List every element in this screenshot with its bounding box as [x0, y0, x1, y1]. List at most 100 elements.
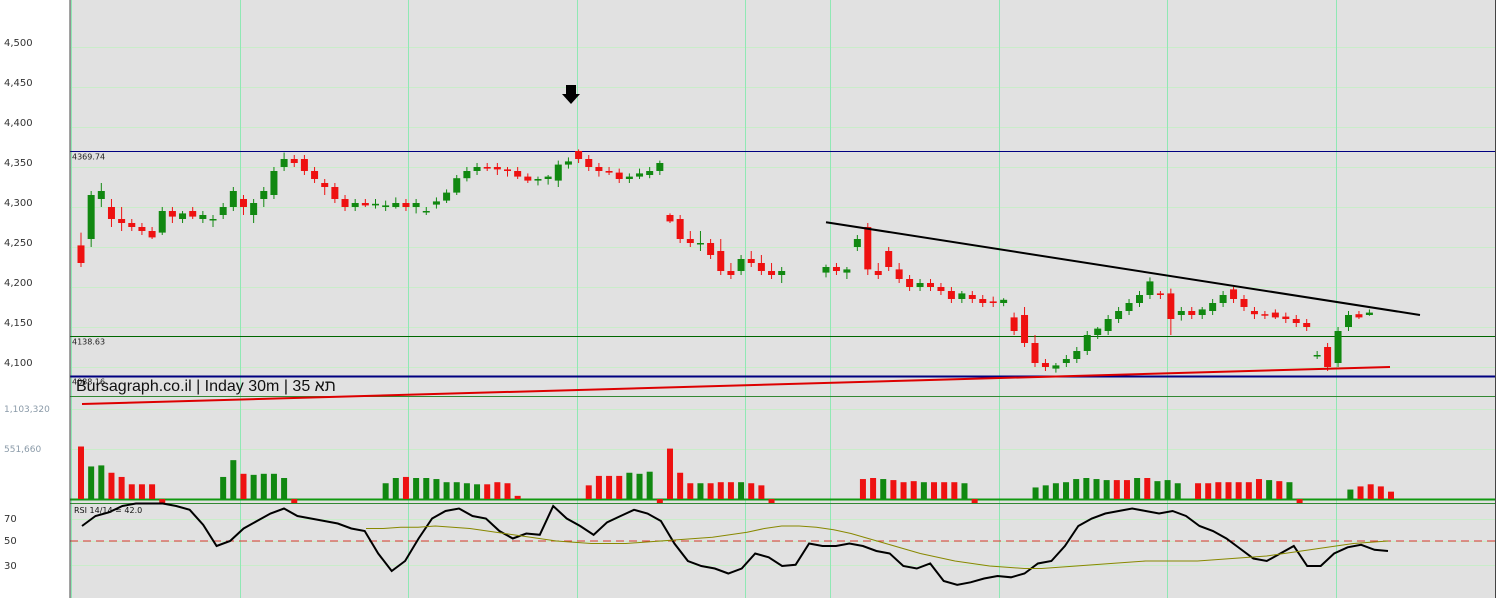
candle-body: [189, 211, 197, 217]
candle-body: [1073, 351, 1081, 359]
candle-body: [351, 203, 359, 207]
volume-bar: [98, 465, 105, 499]
candle-body: [1198, 309, 1206, 315]
candle-body: [1303, 323, 1311, 327]
candle-body: [239, 199, 247, 207]
volume-bar: [910, 481, 917, 499]
volume-bar: [1276, 481, 1283, 499]
volume-bar: [149, 484, 156, 499]
volume-bar: [433, 479, 440, 499]
volume-bar: [281, 478, 288, 499]
candle-body: [179, 213, 187, 219]
volume-bar: [270, 473, 277, 499]
volume-bar: [1195, 483, 1202, 499]
candle-body: [534, 179, 542, 181]
support-trendline: [81, 366, 1391, 405]
candle-body: [1146, 281, 1154, 295]
candle-body: [209, 219, 217, 221]
candle-body: [768, 271, 776, 275]
candle-body: [585, 159, 593, 167]
volume-bar: [250, 474, 257, 499]
candle-body: [1188, 311, 1196, 315]
candle-body: [747, 259, 755, 263]
volume-bar: [1032, 487, 1039, 499]
volume-bar: [646, 471, 653, 499]
volume-bar: [484, 484, 491, 499]
candle-body: [874, 271, 882, 275]
candle-body: [87, 195, 95, 239]
candle-body: [727, 271, 735, 275]
volume-bar: [900, 482, 907, 499]
candle-body: [575, 151, 583, 159]
candle-body: [260, 191, 268, 199]
volume-bar: [890, 480, 897, 499]
chart-title: Bursagraph.co.il | Inday 30m | 35 תא: [76, 378, 336, 395]
candles: [77, 149, 1373, 373]
candle-body: [402, 203, 410, 207]
candle-body: [1324, 347, 1332, 367]
candle-body: [412, 203, 420, 207]
candle-body: [311, 171, 319, 179]
price-tick-label: 4,400: [4, 118, 33, 129]
price-tick-label: 4,450: [4, 78, 33, 89]
candle-body: [148, 231, 156, 238]
volume-bar: [423, 478, 430, 499]
candle-body: [927, 283, 934, 287]
down-arrow-icon: [562, 85, 580, 104]
volume-bar: [931, 482, 938, 499]
volume-bar: [971, 499, 978, 504]
price-tick-label: 4,250: [4, 238, 33, 249]
candle-body: [422, 211, 430, 213]
volume-bar: [1215, 482, 1222, 499]
volume-bar: [240, 473, 247, 499]
volume-bar: [291, 499, 298, 504]
level-label: 4138.63: [72, 338, 105, 347]
candle-body: [717, 251, 725, 271]
candle-body: [229, 191, 237, 207]
volume-bar: [1357, 486, 1364, 499]
volume-tick-label: 1,103,320: [4, 405, 50, 415]
candle-body: [757, 263, 765, 271]
candle-body: [107, 207, 115, 219]
volume-bar: [677, 472, 684, 499]
candle-body: [1041, 363, 1049, 367]
volume-bar: [220, 476, 227, 499]
candle-body: [737, 259, 745, 271]
volume-bar: [1093, 479, 1100, 499]
volume-bar: [392, 478, 399, 499]
candle-body: [686, 239, 694, 243]
volume-panel: [70, 446, 1496, 505]
volume-bar: [1164, 480, 1171, 499]
volume-bar: [108, 472, 115, 499]
price-tick-label: 4,150: [4, 318, 33, 329]
volume-bar: [1042, 485, 1049, 499]
rsi-tick-label: 50: [4, 536, 17, 547]
volume-bar: [1052, 483, 1059, 499]
volume-bar: [159, 499, 166, 505]
volume-bar: [1073, 479, 1080, 499]
volume-bar: [1205, 483, 1212, 499]
candle-body: [331, 187, 339, 199]
candle-body: [341, 199, 349, 207]
candle-body: [1094, 328, 1102, 335]
volume-bar: [595, 475, 602, 499]
level-label: 4369.74: [72, 153, 105, 162]
candle-body: [564, 161, 572, 165]
candle-body: [958, 293, 966, 299]
candle-body: [1083, 335, 1091, 351]
price-tick-label: 4,100: [4, 358, 33, 369]
volume-bar: [1296, 499, 1303, 504]
volume-bar: [961, 483, 968, 499]
candle-body: [250, 203, 258, 215]
volume-bar: [758, 485, 765, 499]
volume-bar: [951, 482, 958, 499]
candle-body: [1156, 293, 1164, 295]
candle-body: [290, 159, 298, 163]
candle-body: [906, 279, 914, 287]
candle-body: [473, 167, 481, 171]
price-tick-label: 4,500: [4, 38, 33, 49]
candle-body: [77, 245, 85, 263]
volume-bar: [707, 483, 714, 499]
candle-body: [1345, 315, 1352, 327]
candle-body: [615, 172, 623, 179]
